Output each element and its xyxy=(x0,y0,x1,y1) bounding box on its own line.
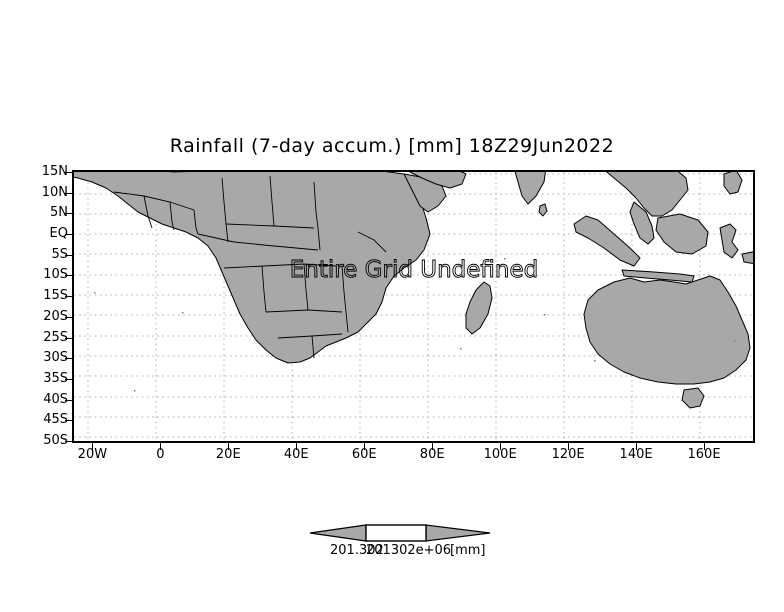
speckle-noise xyxy=(94,258,736,392)
sumatra xyxy=(573,215,641,267)
australia xyxy=(583,275,751,385)
x-axis-label: 60E xyxy=(351,447,377,462)
malay-peninsula xyxy=(629,201,655,245)
tasmania xyxy=(681,387,705,409)
sulawesi xyxy=(719,223,739,259)
map-plot-area[interactable]: Entire Grid Undefined xyxy=(72,170,755,443)
colorbar-left-label: 201.302 xyxy=(330,543,384,558)
borneo xyxy=(655,213,709,255)
x-axis-label: 20W xyxy=(77,447,108,462)
x-axis-label: 160E xyxy=(687,447,721,462)
indochina xyxy=(606,172,689,217)
y-axis-label: 20S xyxy=(43,308,68,324)
colorbar-units-label: [mm] xyxy=(450,543,486,558)
overlay-message: Entire Grid Undefined xyxy=(290,257,539,283)
y-axis-label: EQ xyxy=(49,226,68,242)
colorbar-left-arrow xyxy=(309,524,367,542)
madagascar xyxy=(465,281,493,335)
country-borders xyxy=(113,175,387,359)
x-axis-label: 100E xyxy=(483,447,517,462)
new-guinea xyxy=(741,251,753,265)
india xyxy=(514,172,546,205)
y-axis-label: 15S xyxy=(43,288,68,304)
landmasses xyxy=(74,172,753,409)
colorbar-body xyxy=(365,524,427,542)
y-axis-label: 45S xyxy=(43,412,68,428)
x-axis-labels: 20W 0 20E 40E 60E 80E 100E 120E 140E 160E xyxy=(72,447,755,467)
colorbar[interactable] xyxy=(300,518,500,564)
colorbar-graphic xyxy=(309,524,491,542)
colorbar-right-arrow xyxy=(425,524,491,542)
y-axis-label: 10N xyxy=(41,184,68,200)
sri-lanka xyxy=(538,203,548,217)
arabian-peninsula xyxy=(409,172,467,189)
y-axis-labels: 15N 10N 5N EQ 5S 10S 15S 20S 25S 30S 35S 40S 45S 50S xyxy=(20,165,68,447)
y-axis-label: 15N xyxy=(41,164,68,180)
y-axis-label: 30S xyxy=(43,350,68,366)
x-axis-label: 80E xyxy=(419,447,445,462)
x-axis-label: 40E xyxy=(283,447,309,462)
y-axis-label: 50S xyxy=(43,432,68,448)
x-axis-label: 120E xyxy=(551,447,585,462)
y-axis-label: 10S xyxy=(43,267,68,283)
y-axis-label: 5S xyxy=(51,246,68,262)
y-axis-label: 35S xyxy=(43,370,68,386)
y-axis-label: 40S xyxy=(43,391,68,407)
x-axis-label: 0 xyxy=(156,447,165,462)
x-axis-label: 20E xyxy=(215,447,241,462)
y-axis-label: 5N xyxy=(50,205,68,221)
page-title: Rainfall (7-day accum.) [mm] 18Z29Jun202… xyxy=(169,135,615,157)
philippines xyxy=(723,172,743,195)
y-axis-label: 25S xyxy=(43,329,68,345)
colorbar-labels: 201.302 201302e+06 [mm] xyxy=(200,543,600,561)
map-canvas: Entire Grid Undefined xyxy=(74,172,753,441)
colorbar-right-label: 201302e+06 xyxy=(366,543,452,558)
x-axis-label: 140E xyxy=(619,447,653,462)
